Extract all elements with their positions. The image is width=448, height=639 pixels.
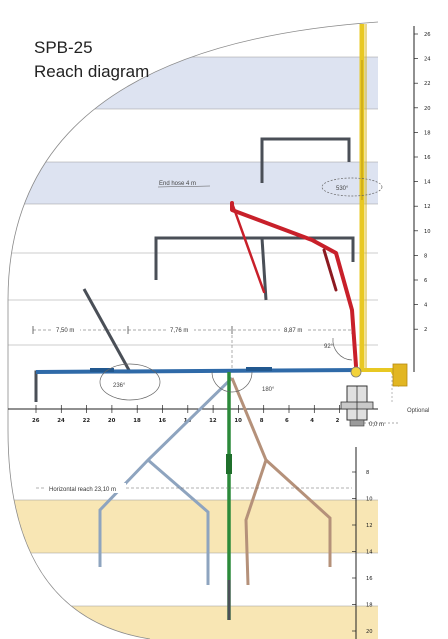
height-tick-label: 10	[424, 229, 431, 235]
depth-tick-label: 10	[366, 497, 373, 503]
height-tick-label: 22	[424, 81, 431, 87]
height-tick-label: 8	[424, 253, 427, 259]
band-blue-mid	[8, 162, 378, 204]
angle-arc-236	[99, 363, 161, 401]
angle-label-236: 236°	[113, 383, 126, 389]
height-tick-label: 14	[424, 180, 431, 186]
depth-tick-label: 8	[366, 470, 369, 476]
boom-pos-hanging	[260, 237, 268, 301]
x-tick-label: 10	[234, 418, 242, 424]
dim-label-mid: 7,76 m	[170, 328, 188, 334]
height-scale: 26 24 22 20 18 16 14 12 10 8 6 4 2	[414, 32, 431, 333]
boom-blue	[35, 367, 363, 374]
angle-arcs	[99, 177, 383, 401]
height-tick-label: 16	[424, 155, 431, 161]
angle-arc-180	[211, 371, 253, 393]
envelope-outline	[7, 21, 379, 639]
optional-counterweight	[392, 363, 408, 387]
depth-tick-label: 12	[366, 523, 373, 529]
depth-tick-label: 14	[366, 550, 373, 556]
x-tick-label: 26	[32, 418, 40, 424]
height-tick-label: 20	[424, 106, 431, 112]
optional-extension: Optional	[362, 363, 429, 414]
x-tick-label: 4	[310, 418, 314, 424]
angle-label-180: 180°	[262, 387, 275, 393]
x-tick-label: 22	[83, 418, 91, 424]
boom-pos-left-tip	[82, 288, 132, 373]
boom-red-tip	[230, 201, 266, 294]
band-sand-2	[8, 606, 378, 639]
tower-base	[340, 366, 374, 427]
boom-pos-high	[260, 137, 351, 183]
x-tick-label: 8	[260, 418, 264, 424]
x-tick-label: 18	[133, 418, 141, 424]
dim-label-left: 7,50 m	[56, 328, 74, 334]
end-hose-label: End hose 4 m	[159, 181, 196, 187]
x-tick-label: 24	[57, 418, 65, 424]
depth-tick-label: 18	[366, 603, 373, 609]
offset-label: 0,0 m	[369, 422, 384, 428]
x-axis-scale: 26 24 22 20 18 16 14 12 10 8 6 4 2	[32, 405, 340, 424]
height-tick-label: 26	[424, 32, 431, 38]
angle-arc-530	[321, 177, 383, 197]
boom-pos-low-right	[230, 377, 268, 586]
x-tick-label: 6	[285, 418, 289, 424]
height-tick-label: 6	[424, 278, 427, 284]
height-tick-label: 2	[424, 327, 427, 333]
optional-label: Optional	[407, 408, 429, 414]
dim-label-right: 8,87 m	[284, 328, 302, 334]
horizontal-reach-label: Horizontal reach 23,10 m	[49, 487, 116, 493]
height-tick-label: 12	[424, 204, 431, 210]
boom-red	[230, 201, 358, 368]
boom-red-arm	[230, 201, 358, 368]
angle-label-92: 92°	[324, 344, 334, 350]
x-tick-label: 20	[108, 418, 116, 424]
depth-tick-label: 16	[366, 576, 373, 582]
depth-tick-label: 20	[366, 629, 373, 635]
diagram-title-line1: SPB-25	[34, 38, 93, 57]
depth-scale: 8 10 12 14 16 18 20	[352, 470, 373, 635]
x-tick-label: 2	[336, 418, 340, 424]
boom-positions-lower-brown	[230, 377, 332, 586]
height-tick-label: 4	[424, 303, 428, 309]
boom-green	[226, 372, 232, 620]
boom-blue-arm	[35, 368, 363, 374]
band-sand-1	[8, 500, 378, 553]
height-tick-label: 24	[424, 57, 431, 63]
x-tick-label: 16	[159, 418, 167, 424]
angle-label-530: 530°	[336, 186, 349, 192]
angle-arc-92	[332, 337, 353, 361]
boom-pos-horizontal-high	[154, 236, 355, 280]
diagram-title-line2: Reach diagram	[34, 62, 149, 81]
mast	[359, 24, 367, 372]
x-tick-label: 12	[209, 418, 217, 424]
height-tick-label: 18	[424, 130, 431, 136]
